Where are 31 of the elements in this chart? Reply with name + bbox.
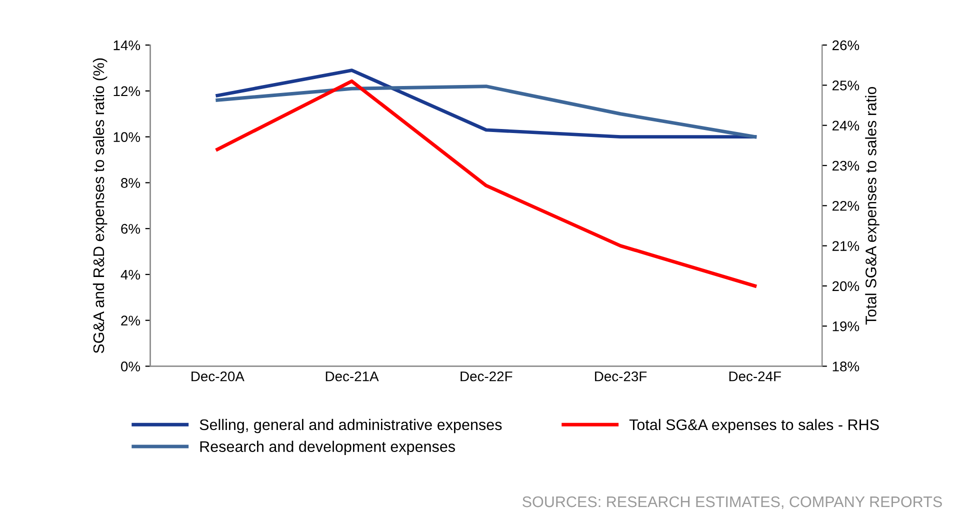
y-tick-label: 4% [120,270,140,280]
source-note: SOURCES: RESEARCH ESTIMATES, COMPANY REPORTS [522,496,942,510]
y-tick-label: 12% [114,86,140,96]
y-tick-label: 8% [121,178,140,188]
y2-tick-label: 22% [832,200,860,211]
y2-tick-label: 20% [832,281,860,292]
y-tick-label: 6% [121,224,140,234]
line-series [216,68,757,139]
y2-tick-label: 25% [832,80,860,90]
y2-tick-label: 24% [832,120,860,130]
y2-tick-label: 19% [832,321,860,332]
x-tick-label: Dec-23F [595,371,647,382]
legend-label: Research and development expenses [200,440,456,456]
x-tick-label: Dec-24F [729,371,781,382]
y-tick-label: 14% [114,40,140,50]
y-tick-label: 2% [121,316,140,326]
y2-tick-label: 21% [832,241,860,251]
x-tick-label: Dec-22F [460,371,512,382]
y-tick-label: 10% [114,132,140,142]
x-tick-label: Dec-20A [192,371,244,382]
y-tick-label: 0% [120,362,140,372]
line-series [216,84,757,139]
y2-axis-title: Total SG&A expenses to sales ratio [865,86,880,325]
line-series [216,79,757,288]
legend-label: Selling, general and administrative expenses [200,418,502,434]
y2-tick-label: 23% [832,160,860,171]
x-tick-label: Dec-21A [326,371,379,382]
y-axis-title: SG&A and R&D expenses to sales ratio (%) [92,58,108,354]
y2-tick-label: 18% [832,362,860,372]
y2-tick-label: 26% [832,40,860,50]
legend-label: Total SG&A expenses to sales - RHS [629,418,879,434]
